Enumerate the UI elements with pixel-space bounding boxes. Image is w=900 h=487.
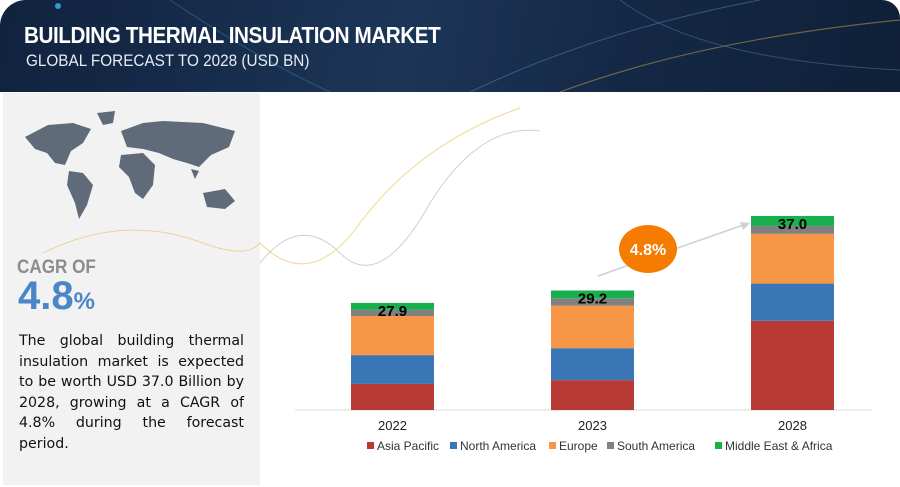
bar-segment-asia-pacific-2022: [351, 383, 434, 410]
bar-segment-south-america-2023: [551, 298, 634, 306]
world-map-icon: [25, 111, 260, 253]
bar-segment-south-america-2022: [351, 309, 434, 316]
cagr-bubble: [619, 225, 677, 273]
decorative-curve: [260, 107, 521, 265]
stacked-bar-chart: 27.9 2022 29.2 2023 37.0 2028 Asia Pacific Nor…: [260, 107, 872, 453]
legend-swatch: [607, 442, 614, 449]
bar-segment-middle-east-africa-2023: [551, 290, 634, 299]
bar-segment-north-america-2023: [551, 348, 634, 381]
total-label-2022: 27.9: [378, 303, 407, 320]
page-title: BUILDING THERMAL INSULATION MARKET: [24, 22, 441, 48]
x-tick-label: 2023: [578, 418, 607, 433]
cagr-value: 4.8%: [18, 274, 95, 319]
bar-segment-europe-2023: [551, 305, 634, 349]
x-tick-label: 2022: [378, 418, 407, 433]
total-label-2028: 37.0: [778, 216, 807, 233]
bar-segment-north-america-2028: [751, 283, 834, 321]
bar-segment-south-america-2028: [751, 225, 834, 234]
cagr-bubble-label: 4.8%: [630, 242, 666, 259]
arrow-head-icon: [740, 222, 750, 230]
legend-swatch: [450, 442, 457, 449]
summary-panel: [3, 93, 260, 485]
bar-segment-europe-2022: [351, 315, 434, 356]
bar-segment-asia-pacific-2023: [551, 380, 634, 410]
page-subtitle: GLOBAL FORECAST TO 2028 (USD BN): [26, 51, 310, 70]
legend-label: South America: [617, 439, 695, 453]
legend-swatch: [549, 442, 556, 449]
decorative-curve: [260, 129, 541, 266]
bar-segment-asia-pacific-2028: [751, 320, 834, 410]
legend: Asia Pacific North America Europe South Ame…: [367, 439, 833, 453]
bar-segment-middle-east-africa-2028: [751, 215, 834, 226]
bar-segment-middle-east-africa-2022: [351, 302, 434, 310]
bar-segment-north-america-2022: [351, 355, 434, 384]
legend-label: Middle East & Africa: [725, 439, 833, 453]
cagr-label: CAGR OF: [17, 257, 96, 278]
legend-label: Asia Pacific: [377, 439, 439, 453]
legend-swatch: [367, 442, 374, 449]
legend-label: Europe: [559, 439, 598, 453]
total-label-2023: 29.2: [578, 291, 607, 308]
cagr-number: 4.8: [18, 274, 74, 318]
legend-label: North America: [460, 439, 536, 453]
bar-segment-europe-2028: [751, 233, 834, 284]
header-decoration: [55, 0, 900, 92]
header-banner: BUILDING THERMAL INSULATION MARKET GLOBA…: [0, 0, 900, 92]
market-description: The global building thermal insulation m…: [19, 333, 244, 452]
x-tick-label: 2028: [778, 418, 807, 433]
cagr-unit: %: [73, 288, 95, 315]
legend-swatch: [715, 442, 722, 449]
